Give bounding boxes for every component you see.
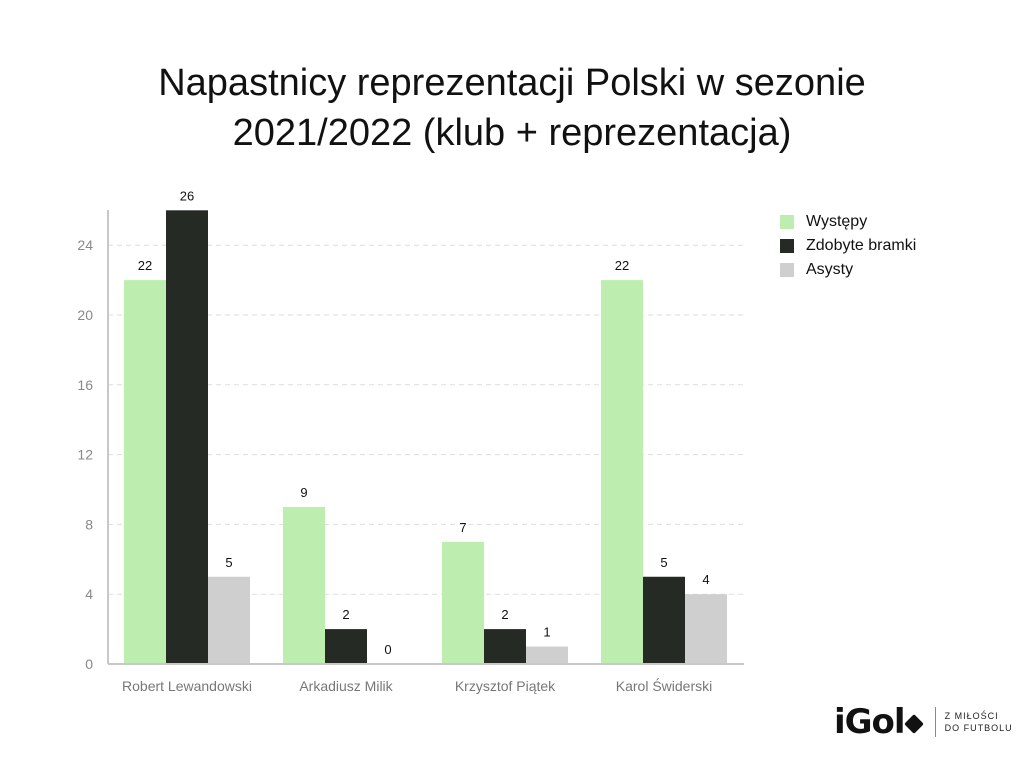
chart-title-line-1: Napastnicy reprezentacji Polski w sezoni… (158, 62, 866, 104)
y-tick-label: 4 (85, 586, 93, 602)
logo-separator (934, 707, 936, 737)
logo-text: iGol (834, 702, 906, 742)
legend-swatch (780, 263, 794, 277)
bar (601, 280, 643, 664)
legend-item: Występy (780, 210, 916, 234)
legend-swatch (780, 239, 794, 253)
bar (484, 629, 526, 664)
legend-label: Występy (806, 213, 868, 230)
legend-label: Zdobyte bramki (806, 237, 917, 254)
bar (283, 506, 325, 664)
logo-tagline-line-1: Z MIŁOŚCI (944, 711, 999, 721)
x-tick-label: Karol Świderski (616, 677, 712, 694)
chart-title: Napastnicy reprezentacji Polski w sezoni… (0, 58, 1024, 158)
data-label: 22 (138, 258, 152, 273)
data-label: 0 (384, 642, 391, 657)
data-label: 1 (543, 625, 550, 640)
bars (124, 210, 727, 665)
grid-lines (108, 244, 744, 595)
bar (643, 576, 685, 664)
bar (442, 541, 484, 664)
data-label: 5 (660, 555, 667, 570)
data-label: 2 (342, 607, 349, 622)
bar (124, 280, 166, 664)
data-label: 7 (459, 520, 466, 535)
y-tick-label: 12 (77, 447, 93, 463)
legend-item: Asysty (780, 258, 916, 282)
chart-title-line-2: 2021/2022 (klub + reprezentacja) (232, 112, 792, 154)
data-label: 5 (225, 555, 232, 570)
y-tick-label: 24 (77, 237, 93, 253)
y-tick-label: 8 (85, 516, 93, 532)
data-label: 22 (615, 258, 629, 273)
data-label: 9 (300, 485, 307, 500)
data-label: 2 (501, 607, 508, 622)
bar (166, 210, 208, 665)
logo-tagline: Z MIŁOŚCI DO FUTBOLU (945, 710, 1013, 734)
legend-item: Zdobyte bramki (780, 234, 916, 258)
y-tick-label: 0 (85, 656, 93, 672)
data-label: 26 (180, 188, 194, 203)
bar (325, 629, 367, 664)
bar (526, 646, 568, 664)
igol-logo: iGol Z MIŁOŚCI DO FUTBOLU (834, 700, 1013, 744)
bar (685, 594, 727, 664)
x-tick-label: Robert Lewandowski (122, 678, 252, 694)
y-tick-label: 20 (77, 307, 93, 323)
legend: Występy Zdobyte bramki Asysty (780, 210, 916, 282)
y-tick-label: 16 (77, 377, 93, 393)
legend-label: Asysty (806, 261, 854, 278)
data-label: 4 (702, 572, 709, 587)
logo-wordmark: iGol (834, 702, 924, 742)
legend-swatch (780, 215, 794, 229)
x-tick-label: Arkadiusz Milik (299, 678, 393, 694)
logo-badge-icon (903, 713, 924, 734)
bar (208, 576, 250, 664)
x-tick-label: Krzysztof Piątek (455, 678, 556, 694)
logo-tagline-line-2: DO FUTBOLU (944, 723, 1013, 733)
